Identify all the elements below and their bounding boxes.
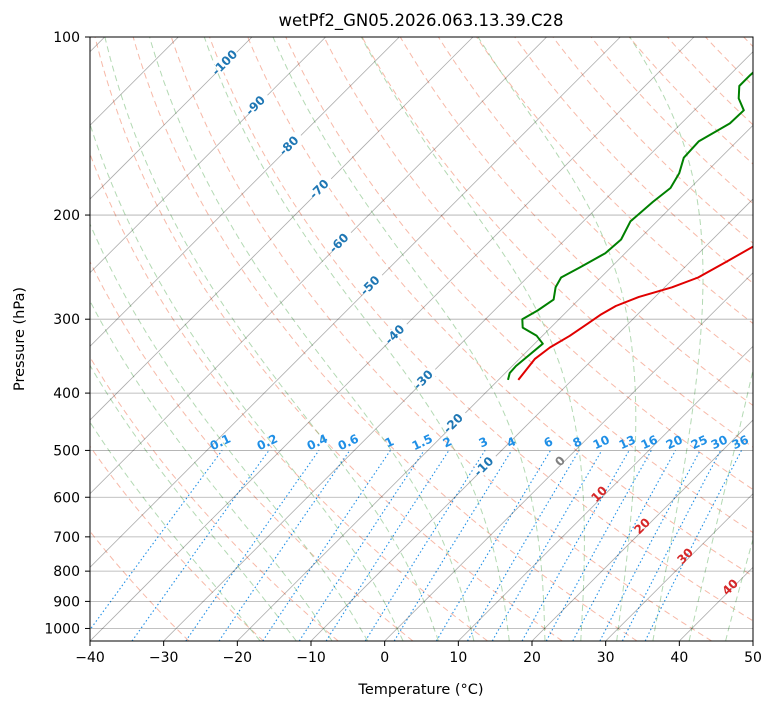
mixing-ratio-line <box>90 450 223 631</box>
moist-adiabat-line <box>90 122 404 641</box>
profile-lines <box>507 71 753 381</box>
isotherm-line <box>90 37 621 568</box>
line-labels: -100-90-80-70-60-50-40-30-20-10 010203040… <box>208 47 751 598</box>
mixing-ratio-line <box>435 450 552 641</box>
dry-adiabat-line <box>209 37 753 622</box>
x-tick-label: 0 <box>380 650 389 666</box>
dry-adiabat-line <box>476 37 753 325</box>
mixing-ratio-line <box>491 450 603 641</box>
dry-adiabat-line <box>90 260 414 641</box>
mixing-ratio-line <box>393 450 513 641</box>
isotherm-line <box>163 51 753 641</box>
moist-adiabat-line <box>360 37 585 641</box>
y-tick-label: 200 <box>53 208 80 224</box>
isotherm-line <box>605 493 753 641</box>
x-tick-label: 10 <box>449 650 467 666</box>
isotherm-line <box>90 37 474 421</box>
mixing-ratio-line <box>467 450 580 641</box>
mixing-ratio-label: 10 <box>591 433 612 453</box>
isotherm-label-bg <box>472 451 500 479</box>
moist-adiabat-line <box>90 421 261 641</box>
mixing-ratio-line <box>364 450 486 641</box>
y-tick-label: 500 <box>53 443 80 459</box>
moist-adiabat-line <box>477 37 637 641</box>
moist-adiabat-line <box>629 37 704 641</box>
mixing-ratio-label: 25 <box>689 433 710 453</box>
isotherm-label-bg <box>307 173 335 201</box>
mixing-ratio-label: 36 <box>730 433 751 453</box>
isotherm-line <box>531 419 753 641</box>
temperature-profile-line <box>517 245 753 381</box>
plot-area <box>90 37 753 641</box>
dry-adiabat-line <box>90 445 264 641</box>
isotherm-line <box>90 37 547 495</box>
dry-adiabat-line <box>514 37 753 284</box>
x-tick-label: 30 <box>597 650 615 666</box>
moist-adiabat-line <box>90 364 297 641</box>
x-tick-label: 40 <box>670 650 688 666</box>
mixing-ratio-label: 13 <box>617 433 638 453</box>
mixing-ratio-line <box>545 450 652 641</box>
chart-title: wetPf2_GN05.2026.063.13.39.C28 <box>279 11 564 31</box>
y-tick-label: 700 <box>53 530 80 546</box>
moist-adiabat-line <box>90 299 333 641</box>
isotherm-line <box>384 272 753 641</box>
x-tick-label: −30 <box>149 650 179 666</box>
isotherm-line <box>90 37 326 274</box>
isotherm-label-bg <box>244 90 272 118</box>
moist-adiabat-line <box>149 37 475 641</box>
x-tick-label: −40 <box>75 650 105 666</box>
moist-adiabat-line <box>104 37 439 641</box>
plot-frame <box>89 36 754 642</box>
dry-adiabat-line <box>628 37 753 165</box>
y-tick-label: 100 <box>53 30 80 46</box>
x-tick-label: −10 <box>296 650 326 666</box>
y-tick-label: 1000 <box>44 621 80 637</box>
isotherm-line <box>310 198 753 641</box>
dry-adiabat-line <box>132 37 638 641</box>
mixing-ratio-line <box>218 450 351 641</box>
y-tick-label: 600 <box>53 490 80 506</box>
isotherm-label-bg <box>441 408 469 435</box>
y-tick-label: 800 <box>53 564 80 580</box>
moist-adiabat-line <box>272 37 546 641</box>
y-tick-label: 300 <box>53 312 80 328</box>
dewpoint-profile-line <box>507 71 753 381</box>
y-tick-label: 400 <box>53 386 80 402</box>
y-axis-ticks: 100 200 300 400 500 600 700 800 900 1000 <box>44 30 90 637</box>
isotherm-label-bg <box>213 47 241 75</box>
mixing-ratio-line <box>325 450 450 641</box>
x-axis-label: Temperature (°C) <box>357 682 483 698</box>
isotherm-label-bg <box>358 270 386 298</box>
isotherm-line <box>752 640 753 641</box>
background-lines <box>90 37 753 641</box>
isotherm-line <box>90 37 253 200</box>
isotherm-label-bg <box>277 130 305 158</box>
x-tick-label: 50 <box>744 650 762 666</box>
x-tick-label: 20 <box>523 650 541 666</box>
mixing-ratio-line <box>521 450 630 641</box>
y-tick-label: 900 <box>53 594 80 610</box>
dry-adiabat-line <box>399 37 753 407</box>
mixing-ratio-line <box>131 450 270 641</box>
mixing-ratio-label: 16 <box>639 433 660 453</box>
x-axis-ticks: −40 −30 −20 −10 0 10 20 30 40 50 <box>75 641 762 666</box>
dry-adiabat-line <box>590 37 753 205</box>
isotherm-label-bg <box>327 227 355 255</box>
isotherm-label-bg <box>411 364 439 392</box>
isotherm-label-bg <box>383 319 411 347</box>
mixing-ratio-line <box>572 450 676 641</box>
moist-adiabat-line <box>90 222 369 641</box>
dry-adiabat-line <box>361 37 753 448</box>
dry-adiabat-line <box>170 37 712 641</box>
mixing-ratio-label: 30 <box>709 433 730 453</box>
pressure-gridlines <box>90 37 753 629</box>
dry-adiabat-line <box>323 37 753 491</box>
mixing-ratio-label: 20 <box>664 433 685 453</box>
isotherm-line <box>458 345 753 641</box>
x-tick-label: −20 <box>223 650 253 666</box>
dry-adiabat-line <box>94 37 563 641</box>
y-axis-label: Pressure (hPa) <box>12 287 28 391</box>
